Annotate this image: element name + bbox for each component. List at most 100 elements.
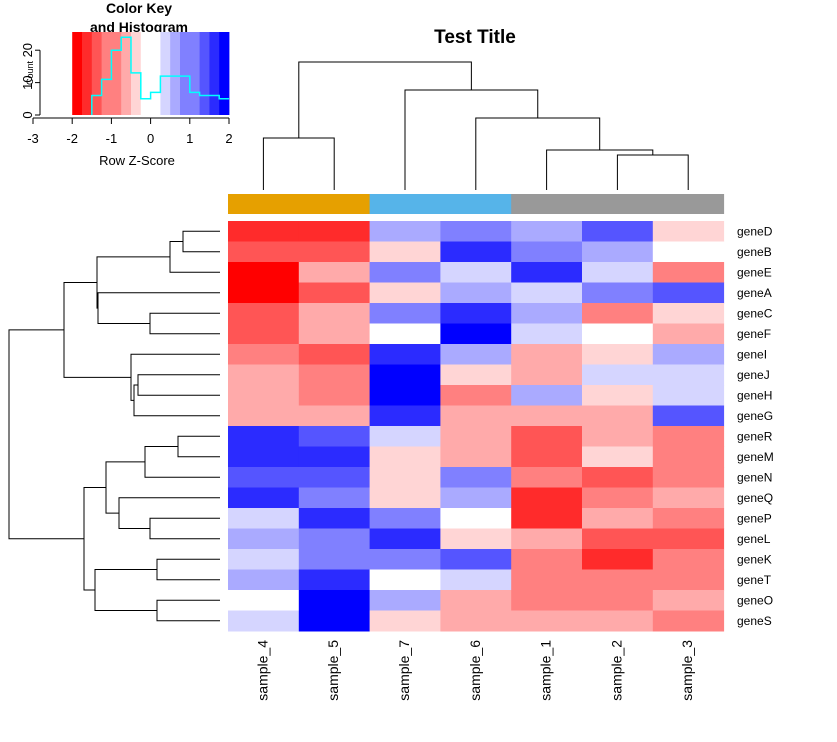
column-side-colors	[228, 194, 725, 214]
heatmap-cell	[511, 303, 583, 324]
column-side-color	[298, 194, 371, 214]
heatmap-cell	[652, 364, 725, 386]
chart-title: Test Title	[434, 27, 516, 48]
heatmap-cells	[228, 221, 725, 632]
row-label: geneR	[737, 429, 773, 443]
heatmap-cell	[582, 590, 654, 611]
heatmap-cell	[228, 282, 300, 304]
row-dendrogram	[8, 230, 220, 622]
heatmap-cell	[582, 487, 654, 509]
heatmap-cell	[652, 446, 725, 468]
column-side-color	[228, 194, 300, 214]
row-label: geneD	[737, 224, 773, 238]
color-key-swatch	[111, 32, 122, 115]
row-label: geneG	[737, 409, 773, 423]
heatmap-cell	[298, 467, 371, 488]
heatmap-cell	[298, 569, 371, 591]
color-key-title-1: Color Key	[106, 0, 172, 16]
heatmap-cell	[228, 590, 300, 611]
column-label: sample_4	[254, 640, 270, 701]
heatmap-cell	[369, 446, 441, 468]
row-label: geneP	[737, 511, 772, 525]
heatmap-cell	[440, 405, 512, 427]
heatmap-cell	[582, 241, 654, 263]
heatmap-cell	[228, 344, 300, 365]
row-label: geneN	[737, 470, 772, 484]
heatmap-cell	[511, 282, 583, 304]
heatmap-cell	[298, 610, 371, 632]
heatmap-cell	[582, 221, 654, 242]
color-key-y-tick-label: 10	[20, 75, 35, 89]
heatmap-cell	[369, 282, 441, 304]
heatmap-cell	[440, 569, 512, 591]
heatmap-cell	[228, 241, 300, 263]
heatmap-cell	[369, 549, 441, 570]
row-dendrogram-branch	[8, 329, 84, 540]
heatmap-cell	[298, 385, 371, 406]
column-side-color	[652, 194, 725, 214]
heatmap-cell	[511, 221, 583, 242]
row-dendrogram-branch	[149, 517, 220, 540]
column-dendrogram-branch	[262, 137, 335, 190]
color-key-swatch	[82, 32, 93, 115]
heatmap-cell	[511, 590, 583, 611]
heatmap-cell	[652, 549, 725, 570]
color-key-ylabel: Count	[25, 61, 35, 86]
column-label: sample_1	[538, 640, 554, 701]
heatmap-cell	[369, 467, 441, 488]
row-dendrogram-branch	[149, 312, 220, 335]
color-key-y-tick-label: 20	[20, 43, 35, 57]
color-key-swatch	[72, 32, 83, 115]
heatmap-cell	[228, 508, 300, 529]
heatmap-cell	[582, 426, 654, 447]
row-label: geneO	[737, 593, 773, 607]
heatmap-cell	[440, 528, 512, 550]
heatmap-cell	[440, 385, 512, 406]
heatmap-cell	[582, 549, 654, 570]
heatmap-cell	[440, 426, 512, 447]
column-dendrogram-branch	[404, 89, 539, 190]
heatmap-cell	[652, 344, 725, 365]
row-label: geneB	[737, 245, 772, 259]
row-label: geneA	[737, 286, 772, 300]
color-key-swatch	[180, 32, 191, 115]
row-dendrogram-branch	[105, 461, 145, 514]
heatmap-cell	[652, 385, 725, 406]
row-dendrogram-branch	[144, 446, 220, 478]
row-label: geneS	[737, 614, 772, 628]
heatmap-cell	[228, 323, 300, 345]
color-key-title-2: and Histogram	[90, 19, 188, 35]
heatmap-cell	[228, 303, 300, 324]
heatmap-cell	[652, 610, 725, 632]
column-label: sample_5	[325, 640, 341, 701]
row-label: geneM	[737, 450, 774, 464]
row-dendrogram-branch	[118, 497, 220, 529]
heatmap-cell	[298, 303, 371, 324]
heatmap-cell	[228, 467, 300, 488]
row-label: geneC	[737, 306, 773, 320]
row-label: geneQ	[737, 491, 773, 505]
heatmap-cell	[511, 446, 583, 468]
heatmap-cell	[298, 262, 371, 283]
row-dendrogram-branch	[156, 558, 220, 581]
heatmap-cell	[228, 528, 300, 550]
heatmap-cell	[228, 446, 300, 468]
color-key-y-tick-label: 0	[20, 111, 35, 118]
heatmap-cell	[511, 385, 583, 406]
heatmap-cell	[228, 426, 300, 447]
column-labels: sample_4 sample_5 sample_7 sample_6 sample_1…	[254, 640, 695, 701]
color-key-swatch	[91, 32, 102, 115]
heatmap-cell	[369, 323, 441, 345]
heatmap-cell	[440, 549, 512, 570]
heatmap-cell	[440, 262, 512, 283]
heatmap-cell	[298, 508, 371, 529]
color-key-swatch	[160, 32, 171, 115]
heatmap-cell	[298, 344, 371, 365]
heatmap-cell	[511, 508, 583, 529]
heatmap-cell	[298, 590, 371, 611]
heatmap-cell	[228, 549, 300, 570]
color-key-swatch	[199, 32, 210, 115]
heatmap-cell	[369, 221, 441, 242]
